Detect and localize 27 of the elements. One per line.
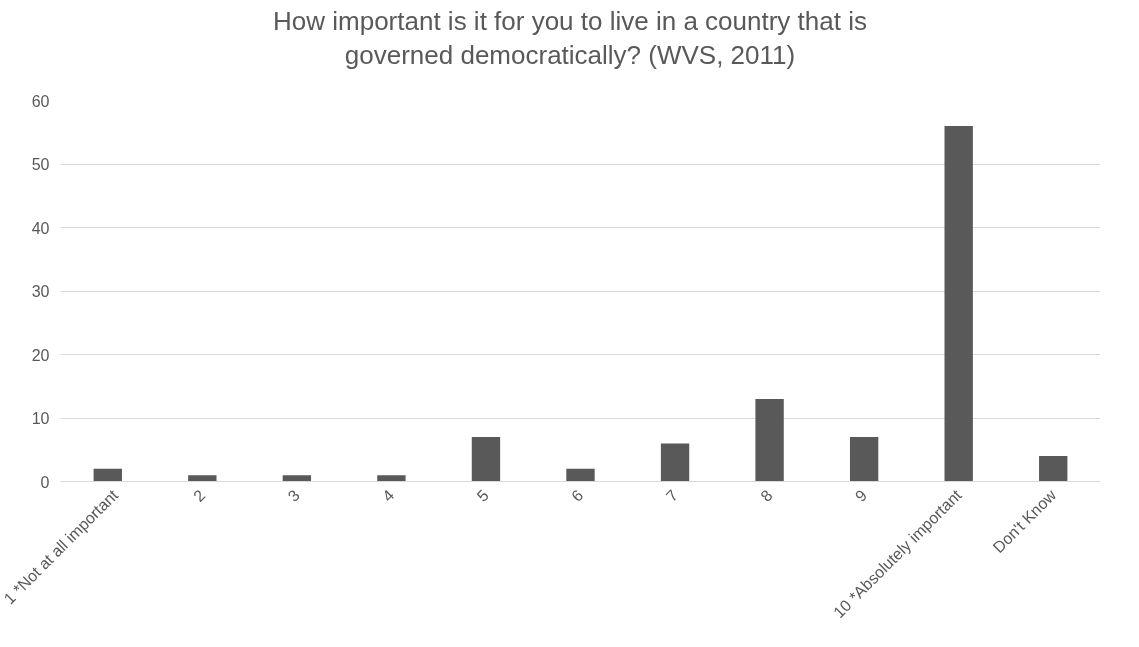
bar [944,125,973,482]
chart-title: How important is it for you to live in a country that is governed democratically? (WVS, 2011) [272,5,868,72]
x-tick-label: 8 [757,486,776,505]
bar [377,475,406,482]
y-tick-label: 10 [31,410,50,427]
x-tick-label: 2 [190,486,209,505]
y-tick-label: 20 [31,346,50,364]
x-tick-label: 4 [379,486,398,505]
bar [93,468,122,482]
y-tick-label: 0 [40,473,50,491]
y-tick-label: 40 [31,219,50,237]
bar [471,437,501,482]
bar [566,468,595,482]
x-tick-label: 7 [662,486,682,505]
y-tick-label: 60 [31,92,50,110]
bar [188,475,217,482]
y-tick-label: 30 [31,283,50,300]
bar [660,443,690,482]
x-tick-label: 3 [284,486,303,505]
x-tick-label: 5 [473,486,493,505]
bar [282,475,312,482]
x-tick-label: 9 [851,486,871,505]
y-tick-label: 50 [31,156,50,173]
bar [755,398,784,482]
bar [1039,456,1068,482]
x-tick-label: 6 [568,486,587,505]
bar [849,437,879,482]
